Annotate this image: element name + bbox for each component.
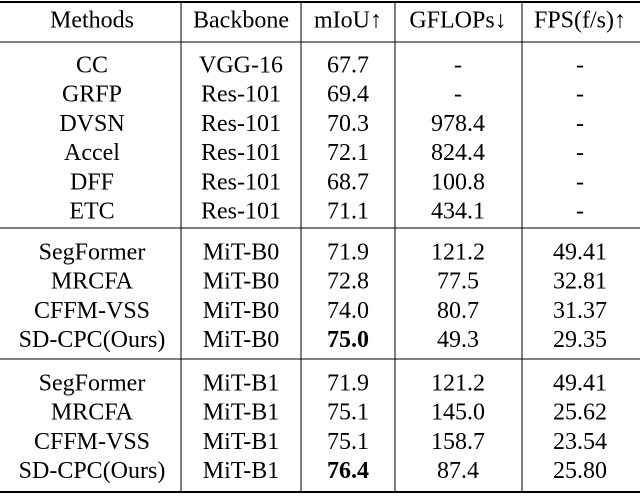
table-cell: 824.4 <box>431 140 485 166</box>
method-cell: DFF <box>70 169 114 195</box>
method-cell: SD-CPC(Ours) <box>19 327 166 353</box>
table-cell: 80.7 <box>437 298 479 324</box>
method-cell: CFFM-VSS <box>34 298 150 324</box>
method-cell: GRFP <box>62 82 122 108</box>
method-cell: CFFM-VSS <box>34 429 150 455</box>
table-cell: MiT-B0 <box>203 269 279 295</box>
table-cell: 29.35 <box>553 327 607 353</box>
table-cell: 978.4 <box>431 111 485 137</box>
table-cell: 67.7 <box>327 53 369 79</box>
method-cell: DVSN <box>59 111 124 137</box>
header-cell: GFLOPs↓ <box>409 8 506 34</box>
method-cell: SD-CPC(Ours) <box>19 458 166 484</box>
table-cell: 434.1 <box>431 199 485 225</box>
table-cell: 76.4 <box>327 458 369 484</box>
table-cell: 75.1 <box>327 429 369 455</box>
table-cell: - <box>576 169 584 195</box>
table-cell: - <box>576 199 584 225</box>
method-cell: CC <box>76 53 108 79</box>
method-cell: Accel <box>64 140 120 166</box>
header-cell: FPS(f/s)↑ <box>534 8 626 34</box>
method-cell: MRCFA <box>51 400 134 426</box>
table-cell: Res-101 <box>201 199 281 225</box>
table-cell: 77.5 <box>437 269 479 295</box>
table-cell: 25.62 <box>553 400 607 426</box>
table-cell: 23.54 <box>553 429 607 455</box>
table-cell: 121.2 <box>431 371 485 397</box>
table-cell: Res-101 <box>201 82 281 108</box>
table-cell: 75.0 <box>327 327 369 353</box>
table-cell: MiT-B1 <box>203 429 279 455</box>
table-cell: MiT-B1 <box>203 458 279 484</box>
table-cell: 75.1 <box>327 400 369 426</box>
table-cell: Res-101 <box>201 140 281 166</box>
table-cell: 49.41 <box>553 240 607 266</box>
table-cell: - <box>576 82 584 108</box>
table-cell: 31.37 <box>553 298 607 324</box>
table-cell: 69.4 <box>327 82 369 108</box>
table-cell: 71.9 <box>327 240 369 266</box>
method-cell: SegFormer <box>39 371 146 397</box>
table-cell: 68.7 <box>327 169 369 195</box>
table-cell: 87.4 <box>437 458 479 484</box>
method-cell: MRCFA <box>51 269 134 295</box>
table-cell: Res-101 <box>201 169 281 195</box>
table-cell: 100.8 <box>431 169 485 195</box>
table-cell: 74.0 <box>327 298 369 324</box>
table-cell: MiT-B0 <box>203 240 279 266</box>
table-cell: VGG-16 <box>199 53 283 79</box>
table-cell: 71.1 <box>327 199 369 225</box>
header-cell: Methods <box>50 8 134 34</box>
table-cell: 145.0 <box>431 400 485 426</box>
table-cell: MiT-B1 <box>203 371 279 397</box>
table-cell: MiT-B1 <box>203 400 279 426</box>
table-cell: 71.9 <box>327 371 369 397</box>
table-cell: - <box>576 111 584 137</box>
header-cell: mIoU↑ <box>314 8 382 34</box>
table-cell: - <box>576 140 584 166</box>
table-cell: Res-101 <box>201 111 281 137</box>
table-cell: 25.80 <box>553 458 607 484</box>
table-cell: 72.8 <box>327 269 369 295</box>
table-cell: 49.41 <box>553 371 607 397</box>
table-cell: MiT-B0 <box>203 298 279 324</box>
table-cell: - <box>454 53 462 79</box>
table-cell: MiT-B0 <box>203 327 279 353</box>
table-cell: 121.2 <box>431 240 485 266</box>
table-cell: - <box>576 53 584 79</box>
header-cell: Backbone <box>193 8 289 34</box>
table-cell: 49.3 <box>437 327 479 353</box>
table-cell: 158.7 <box>431 429 485 455</box>
table-cell: 72.1 <box>327 140 369 166</box>
table-cell: 70.3 <box>327 111 369 137</box>
method-cell: ETC <box>69 199 114 225</box>
table-cell: - <box>454 82 462 108</box>
table-cell: 32.81 <box>553 269 607 295</box>
method-cell: SegFormer <box>39 240 146 266</box>
